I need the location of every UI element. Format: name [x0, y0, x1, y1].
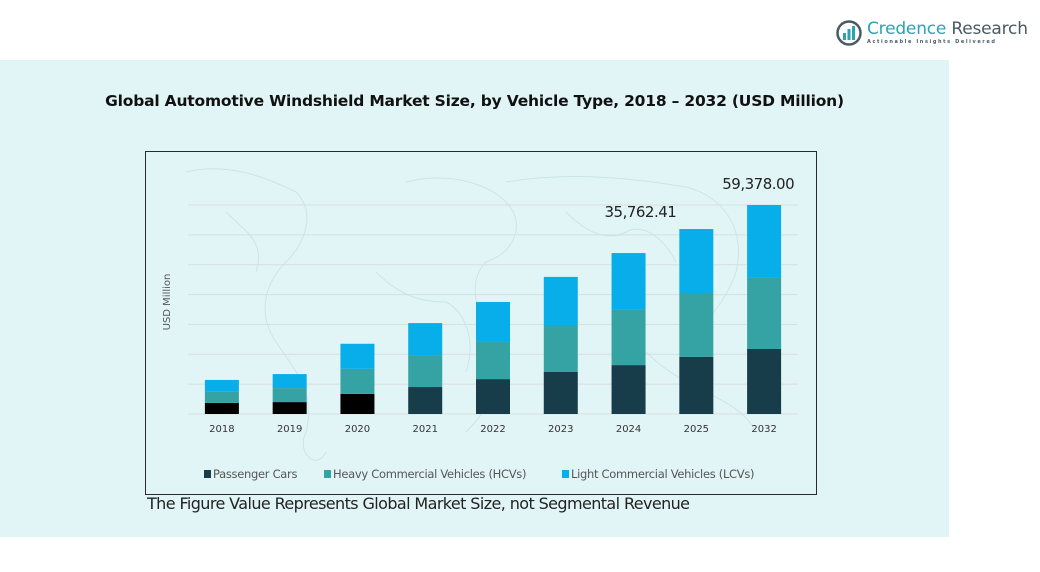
- bar-segment-lcv-2019: [272, 374, 307, 389]
- bar-segment-hcv-2024: [611, 309, 646, 366]
- x-tick-label: 2020: [345, 424, 370, 435]
- x-tick-label: 2022: [480, 424, 505, 435]
- chart-frame: USD Million 2018 2019 2020 2021 2022 2023 2024…: [145, 151, 817, 495]
- bar-segment-hcv-2032: [747, 277, 782, 350]
- data-labels: 35,762.41 59,378.00: [604, 175, 794, 221]
- data-label-2032: 59,378.00: [722, 175, 794, 193]
- legend-swatch-hcv: [324, 470, 331, 478]
- bar-segment-hcv-2022: [476, 341, 510, 380]
- y-axis-label: USD Million: [162, 274, 173, 331]
- x-axis-ticks: 2018 2019 2020 2021 2022 2023 2024 2025 2032: [209, 424, 777, 435]
- x-tick-label: 2025: [684, 424, 709, 435]
- bar-segment-hcv-2020: [340, 368, 375, 394]
- x-tick-label: 2024: [616, 424, 641, 435]
- stacked-bar-chart: USD Million 2018 2019 2020 2021 2022 2023 2024…: [162, 175, 798, 481]
- legend: Passenger Cars Heavy Commercial Vehicles …: [204, 467, 755, 481]
- chart-panel: [0, 60, 949, 537]
- bar-segment-lcv-2021: [408, 323, 443, 356]
- bar-segment-passenger-cars-2024: [611, 365, 646, 414]
- brand-name: Credence Research: [867, 21, 1028, 38]
- bar-segment-hcv-2018: [204, 391, 239, 403]
- x-tick-label: 2021: [412, 424, 437, 435]
- legend-label-lcv: Light Commercial Vehicles (LCVs): [571, 467, 754, 481]
- legend-swatch-passenger-cars: [204, 470, 211, 478]
- legend-label-hcv: Heavy Commercial Vehicles (HCVs): [333, 467, 526, 481]
- footnote: The Figure Value Represents Global Marke…: [147, 494, 690, 513]
- bar-segment-passenger-cars-2020: [340, 393, 375, 414]
- brand-name-part2: Research: [946, 19, 1028, 39]
- x-tick-label: 2019: [277, 424, 302, 435]
- bar-chart-logo-icon: [836, 20, 862, 46]
- bars: [204, 205, 782, 414]
- brand-name-part1: Credence: [867, 19, 947, 39]
- bar-segment-lcv-2018: [204, 379, 239, 392]
- data-label-2025: 35,762.41: [604, 203, 676, 221]
- x-tick-label: 2023: [548, 424, 573, 435]
- legend-swatch-lcv: [562, 470, 569, 478]
- bar-segment-passenger-cars-2032: [747, 349, 782, 414]
- bar-segment-passenger-cars-2022: [476, 379, 510, 414]
- x-tick-label: 2018: [209, 424, 234, 435]
- chart-title: Global Automotive Windshield Market Size…: [105, 92, 844, 110]
- bar-segment-passenger-cars-2019: [272, 402, 307, 414]
- bar-segment-hcv-2023: [543, 324, 578, 372]
- bar-segment-lcv-2020: [340, 343, 375, 369]
- bar-segment-passenger-cars-2023: [543, 371, 578, 414]
- credence-research-logo: Credence Research Actionable Insights De…: [836, 20, 1028, 46]
- bar-segment-hcv-2019: [272, 388, 307, 403]
- bar-segment-hcv-2021: [408, 355, 443, 388]
- bar-segment-lcv-2025: [679, 229, 714, 293]
- bar-segment-hcv-2025: [679, 292, 714, 357]
- bar-segment-passenger-cars-2018: [204, 402, 239, 414]
- bar-segment-lcv-2023: [543, 276, 578, 325]
- bar-segment-lcv-2024: [611, 253, 646, 310]
- bar-segment-lcv-2032: [747, 205, 782, 278]
- brand-tagline: Actionable Insights Delivered: [867, 39, 997, 45]
- legend-label-passenger-cars: Passenger Cars: [213, 467, 297, 481]
- bar-segment-passenger-cars-2021: [408, 387, 443, 414]
- bar-segment-lcv-2022: [476, 301, 510, 342]
- x-tick-label: 2032: [751, 424, 776, 435]
- bar-segment-passenger-cars-2025: [679, 356, 714, 414]
